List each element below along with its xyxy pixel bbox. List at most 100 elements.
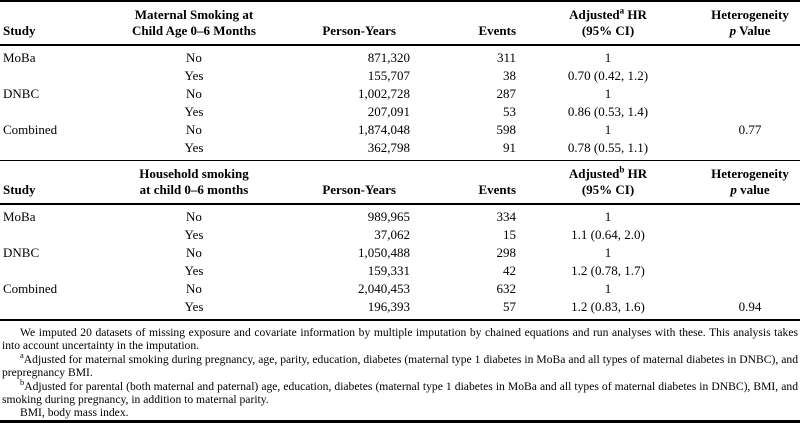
cell-study <box>0 103 96 121</box>
header-line: (95% CI) <box>581 23 635 38</box>
cell-exposure: No <box>186 50 202 65</box>
cell-study: Combined <box>3 281 58 296</box>
header-text: Value <box>736 23 771 38</box>
cell-hr: 0.86 (0.53, 1.4) <box>567 104 649 119</box>
cell-exposure: Yes <box>184 140 204 155</box>
cell-events: 287 <box>496 86 517 101</box>
cell-het-p <box>700 139 800 161</box>
cell-het-p <box>700 244 800 262</box>
cell-events: 298 <box>496 245 517 260</box>
table-row: DNBC No 1,002,728 287 1 <box>0 85 800 103</box>
col-header-study: Study <box>0 2 96 46</box>
header-line: Maternal Smoking at <box>134 7 254 22</box>
cell-hr: 1 <box>604 86 612 101</box>
maternal-smoking-table-body: MoBa No 871,320 311 1 Yes 155,707 38 0.7… <box>0 45 800 161</box>
cell-person-years: 2,040,453 <box>358 281 410 296</box>
header-line: Heterogeneity <box>711 7 789 22</box>
col-header-person-years: Person-Years <box>292 161 410 205</box>
header-text: Adjusted <box>569 7 620 22</box>
household-smoking-table-body: MoBa No 989,965 334 1 Yes 37,062 15 1.1 … <box>0 204 800 320</box>
table-row: Yes 37,062 15 1.1 (0.64, 2.0) <box>0 226 800 244</box>
p-symbol: p <box>730 182 737 197</box>
footnote-marker: a <box>20 349 24 360</box>
cell-person-years: 155,707 <box>367 68 410 83</box>
col-header-events: Events <box>410 161 516 205</box>
table-row: Yes 362,798 91 0.78 (0.55, 1.1) <box>0 139 800 161</box>
p-symbol: p <box>729 23 737 38</box>
header-line: (95% CI) <box>581 182 635 197</box>
footnote-text: BMI, body mass index. <box>20 406 129 420</box>
cell-het-p <box>700 262 800 280</box>
header-line: Household smoking <box>139 166 249 181</box>
footnote-marker-b: b <box>619 164 625 175</box>
cell-het-p: 0.77 <box>738 122 762 137</box>
col-header-person-years: Person-Years <box>292 2 410 46</box>
table-row: MoBa No 871,320 311 1 <box>0 45 800 67</box>
col-header-exposure: Maternal Smoking at Child Age 0–6 Months <box>96 2 292 46</box>
footnote-text: We imputed 20 datasets of missing exposu… <box>2 326 798 353</box>
col-header-events: Events <box>410 2 516 46</box>
cell-exposure: Yes <box>184 227 204 242</box>
cell-het-p <box>700 85 800 103</box>
cell-study: MoBa <box>3 50 36 65</box>
table-row: Combined No 1,874,048 598 1 0.77 <box>0 121 800 139</box>
header-line: Adjustedb HR <box>516 164 700 182</box>
cell-exposure: Yes <box>184 299 204 314</box>
col-header-heterogeneity-p: Heterogeneity p value <box>700 161 800 205</box>
cell-hr: 0.78 (0.55, 1.1) <box>567 140 649 155</box>
cell-exposure: Yes <box>184 104 204 119</box>
cell-het-p <box>700 67 800 85</box>
footnote-a: aAdjusted for maternal smoking during pr… <box>2 349 798 380</box>
cell-hr: 0.70 (0.42, 1.2) <box>567 68 649 83</box>
footnote-bmi-abbrev: BMI, body mass index. <box>2 406 798 419</box>
cell-study <box>0 139 96 161</box>
cell-hr: 1 <box>604 281 612 296</box>
cell-hr: 1 <box>604 245 612 260</box>
cell-person-years: 1,874,048 <box>358 122 410 137</box>
cell-events: 598 <box>496 122 517 137</box>
table-row: Yes 196,393 57 1.2 (0.83, 1.6) 0.94 <box>0 298 800 320</box>
maternal-smoking-table-header: Study Maternal Smoking at Child Age 0–6 … <box>0 2 800 46</box>
cell-person-years: 362,798 <box>367 140 410 155</box>
footnote-text: Adjusted for parental (both maternal and… <box>2 379 798 407</box>
footnotes: We imputed 20 datasets of missing exposu… <box>0 321 800 420</box>
cell-events: 311 <box>496 50 516 65</box>
col-header-study: Study <box>0 161 96 205</box>
table-row: Yes 159,331 42 1.2 (0.78, 1.7) <box>0 262 800 280</box>
cell-het-p <box>700 226 800 244</box>
cell-hr: 1 <box>604 122 612 137</box>
cell-hr: 1.1 (0.64, 2.0) <box>571 227 645 242</box>
cell-het-p <box>700 103 800 121</box>
cell-events: 53 <box>503 104 516 119</box>
cell-study: Combined <box>3 122 58 137</box>
cell-het-p <box>700 280 800 298</box>
cell-study: DNBC <box>3 245 40 260</box>
cell-hr: 1.2 (0.78, 1.7) <box>571 263 645 278</box>
table-row: DNBC No 1,050,488 298 1 <box>0 244 800 262</box>
cell-person-years: 871,320 <box>367 50 410 65</box>
cell-person-years: 989,965 <box>367 209 410 224</box>
cell-het-p <box>700 45 800 67</box>
cell-person-years: 37,062 <box>374 227 410 242</box>
col-header-exposure: Household smoking at child 0–6 months <box>96 161 292 205</box>
cell-study <box>0 262 96 280</box>
cell-study <box>0 67 96 85</box>
footnote-b: bAdjusted for parental (both maternal an… <box>2 378 798 407</box>
cell-exposure: Yes <box>184 68 204 83</box>
header-text: Adjusted <box>568 166 620 181</box>
cell-hr: 1.2 (0.83, 1.6) <box>571 299 645 314</box>
cell-person-years: 1,050,488 <box>358 245 410 260</box>
cell-person-years: 1,002,728 <box>358 86 410 101</box>
cell-study: MoBa <box>3 209 36 224</box>
cell-person-years: 207,091 <box>367 104 410 119</box>
cell-exposure: No <box>186 281 202 296</box>
cell-events: 15 <box>503 227 516 242</box>
header-line: Heterogeneity <box>711 166 789 181</box>
cell-events: 57 <box>503 299 516 314</box>
table-row: Yes 155,707 38 0.70 (0.42, 1.2) <box>0 67 800 85</box>
cell-exposure: No <box>186 86 202 101</box>
cell-events: 632 <box>496 281 517 296</box>
cell-hr: 1 <box>604 209 612 224</box>
household-smoking-table-header: Study Household smoking at child 0–6 mon… <box>0 161 800 205</box>
